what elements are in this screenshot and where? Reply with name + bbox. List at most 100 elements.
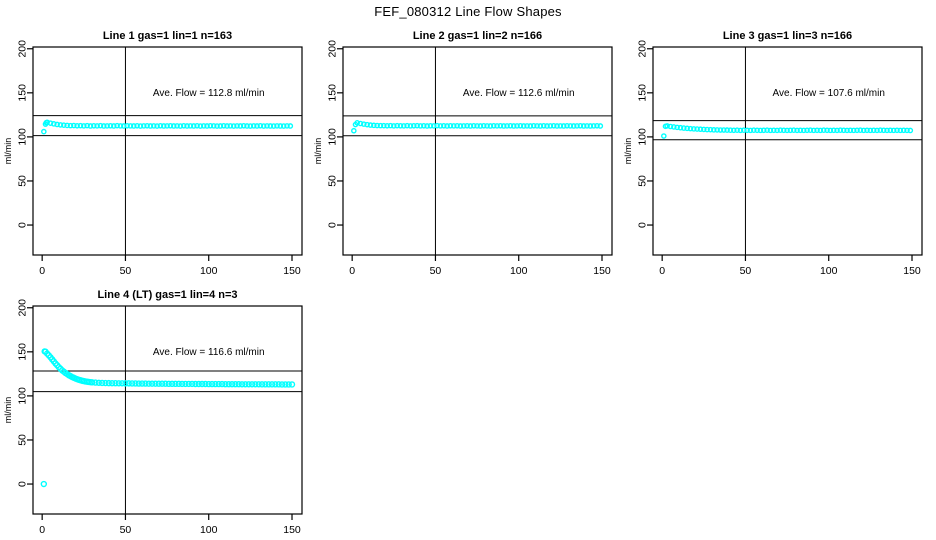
data-point — [244, 123, 250, 129]
data-point — [707, 126, 714, 133]
y-tick-label: 100 — [327, 128, 339, 146]
data-point — [107, 122, 114, 129]
data-point — [381, 122, 387, 129]
subplot-2: 0 50 100 150 0 50 100 150 200 ml/min Line 2 gas=1 … — [313, 30, 613, 277]
data-point — [208, 380, 216, 388]
data-point — [687, 125, 694, 132]
ave-flow-annotation: Ave. Flow = 112.8 ml/min — [153, 88, 265, 99]
data-point — [854, 127, 860, 134]
x-tick-label: 100 — [200, 524, 218, 536]
data-point — [47, 354, 54, 361]
data-point — [285, 381, 292, 388]
y-tick-label: 200 — [327, 40, 339, 58]
data-point — [287, 123, 294, 129]
data-point — [192, 380, 199, 388]
data-point — [574, 123, 580, 129]
data-point — [727, 127, 734, 133]
y-tick-label: 150 — [327, 84, 339, 102]
data-point — [447, 122, 454, 129]
data-point — [827, 127, 834, 134]
data-point — [125, 380, 132, 387]
data-point — [544, 123, 550, 129]
plot-box — [32, 46, 303, 256]
data-point — [352, 121, 359, 128]
data-point — [844, 127, 850, 134]
data-point — [142, 380, 149, 387]
data-point — [557, 123, 564, 129]
data-point — [87, 123, 94, 129]
data-point — [794, 127, 800, 134]
data-point — [907, 127, 914, 134]
x-tick-label: 50 — [430, 265, 442, 277]
data-point — [234, 123, 240, 129]
subplot-title: Line 2 gas=1 lin=2 n=166 — [413, 30, 542, 42]
data-point — [87, 378, 94, 386]
data-point — [787, 127, 794, 134]
data-point — [185, 380, 192, 388]
data-point — [98, 379, 106, 387]
data-point — [384, 122, 390, 129]
data-point — [168, 380, 176, 388]
data-point — [760, 127, 767, 134]
y-axis-label: ml/min — [3, 138, 13, 165]
data-point — [870, 127, 877, 134]
data-point — [534, 123, 540, 129]
subplot-4: 0 50 100 150 0 50 100 150 200 ml/min Line 4 (LT) g… — [3, 289, 303, 536]
data-point — [900, 127, 907, 134]
data-point — [237, 123, 244, 129]
data-point — [590, 123, 597, 129]
data-point — [245, 381, 252, 388]
data-point — [847, 127, 854, 134]
y-tick-label: 50 — [17, 175, 29, 187]
data-point — [704, 126, 710, 133]
data-point — [494, 123, 500, 129]
data-point — [784, 127, 790, 134]
data-point — [150, 123, 157, 129]
data-point — [117, 123, 124, 129]
data-point — [167, 122, 174, 129]
x-tick-label: 0 — [39, 265, 45, 277]
data-point — [95, 379, 102, 386]
data-point — [404, 122, 410, 129]
data-point — [84, 122, 90, 129]
data-point — [278, 381, 286, 388]
data-point — [414, 122, 420, 129]
data-point — [364, 121, 370, 128]
data-point — [288, 381, 296, 388]
y-tick-label: 0 — [17, 481, 29, 487]
data-point — [188, 380, 196, 388]
data-point — [744, 127, 750, 134]
data-point — [587, 123, 594, 129]
subplot-3: 0 50 100 150 0 50 100 150 200 ml/min Line 3 gas=1 … — [623, 30, 923, 277]
data-point — [850, 127, 857, 134]
data-point — [527, 123, 534, 129]
data-point — [177, 123, 184, 129]
data-point — [450, 123, 457, 129]
data-point — [530, 122, 537, 129]
ave-flow-annotation: Ave. Flow = 112.6 ml/min — [463, 88, 575, 99]
data-point — [182, 380, 189, 388]
data-point — [777, 127, 784, 133]
data-point — [147, 123, 154, 129]
data-point — [265, 381, 272, 388]
data-point — [684, 125, 690, 132]
data-point — [120, 123, 127, 129]
data-point — [747, 127, 754, 134]
y-tick-label: 100 — [17, 387, 29, 405]
data-point — [71, 122, 77, 129]
data-point — [407, 123, 414, 129]
data-point — [814, 127, 820, 134]
data-point — [240, 122, 247, 129]
data-point — [61, 122, 67, 128]
y-tick-label: 200 — [17, 299, 29, 317]
data-point — [224, 123, 230, 129]
data-point — [880, 127, 887, 134]
data-point — [374, 122, 380, 129]
data-point — [371, 122, 377, 129]
data-point — [554, 123, 560, 129]
data-point — [102, 379, 109, 387]
data-point — [282, 381, 289, 388]
data-point — [764, 127, 770, 133]
data-point — [507, 122, 514, 129]
data-point — [254, 123, 260, 129]
